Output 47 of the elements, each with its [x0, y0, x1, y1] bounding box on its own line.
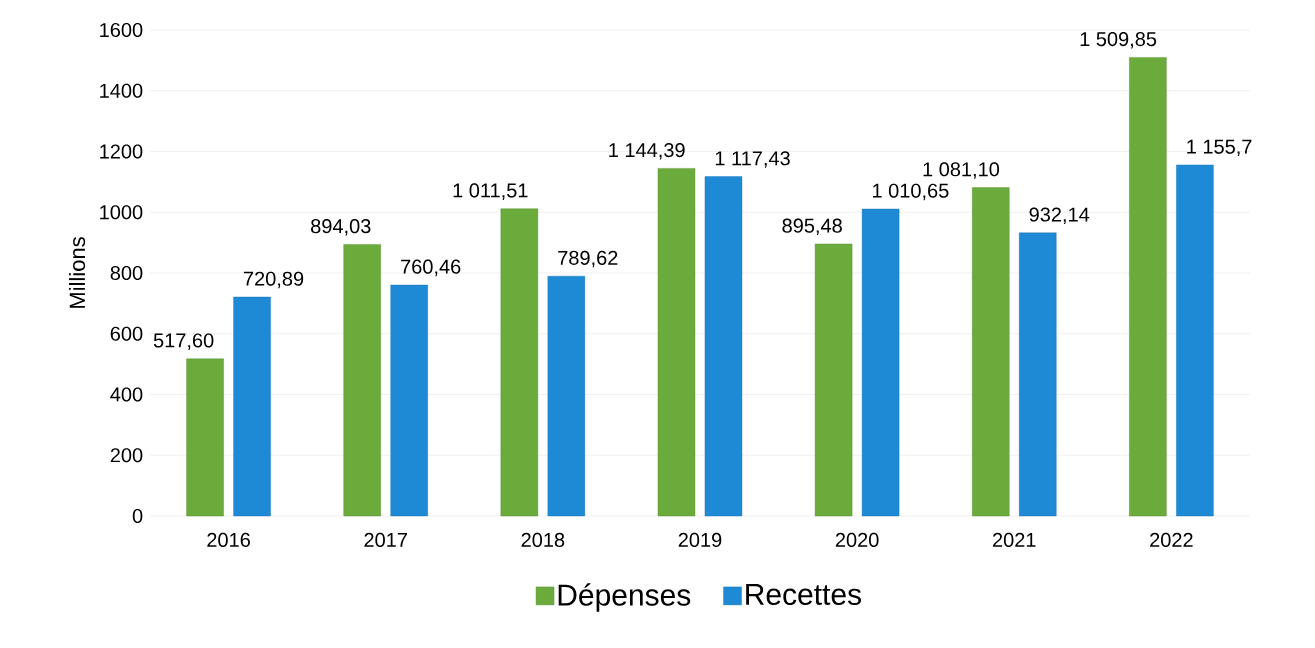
- data-label: 895,48: [782, 218, 842, 236]
- bar: [233, 296, 271, 517]
- x-tick-label: 2019: [678, 532, 722, 548]
- bar: [814, 243, 853, 517]
- data-label: 932,14: [1029, 207, 1090, 224]
- y-tick-label: 1000: [100, 205, 143, 220]
- data-label: 1 010,65: [873, 183, 949, 201]
- bar: [1176, 164, 1214, 517]
- data-label: 894,03: [311, 219, 371, 236]
- y-tick-label: 600: [110, 326, 143, 341]
- data-label: 1 117,43: [715, 151, 790, 168]
- legend-label: Dépenses: [558, 583, 691, 612]
- data-label: 1 081,10: [923, 162, 1000, 179]
- x-tick-label: 2021: [993, 532, 1036, 548]
- data-label: 517,60: [153, 333, 214, 350]
- bar: [343, 244, 381, 517]
- y-tick-label: 0: [132, 508, 143, 524]
- data-label: 1 155,7: [1187, 139, 1252, 157]
- bar: [390, 284, 428, 517]
- bar: [704, 176, 743, 517]
- y-tick-label: 1600: [100, 22, 143, 38]
- data-label: 789,62: [558, 250, 618, 268]
- bar: [547, 275, 586, 517]
- x-tick-label: 2022: [1150, 532, 1193, 548]
- bar: [861, 208, 900, 517]
- bar: [657, 168, 696, 517]
- y-tick-label: 1200: [100, 144, 143, 159]
- y-tick-label: 800: [110, 265, 143, 281]
- x-tick-label: 2018: [521, 532, 565, 548]
- x-tick-label: 2017: [364, 532, 407, 548]
- data-label: 1 509,85: [1080, 32, 1157, 49]
- y-tick-label: 1400: [100, 83, 143, 98]
- bar: [500, 208, 539, 517]
- x-tick-label: 2016: [207, 532, 250, 548]
- bar: [186, 358, 224, 517]
- y-tick-label: 400: [110, 387, 143, 402]
- data-label: 1 011,51: [453, 183, 528, 200]
- bar: [972, 187, 1010, 517]
- bar: [1019, 232, 1057, 517]
- y-tick-label: 200: [110, 448, 143, 463]
- data-label: 720,89: [243, 271, 304, 289]
- x-tick-label: 2020: [835, 532, 879, 548]
- y-axis-title: Millions: [68, 237, 86, 308]
- bar: [1129, 57, 1167, 517]
- data-label: 760,46: [401, 259, 461, 277]
- legend-label: Recettes: [746, 584, 862, 606]
- data-label: 1 144,39: [609, 143, 685, 160]
